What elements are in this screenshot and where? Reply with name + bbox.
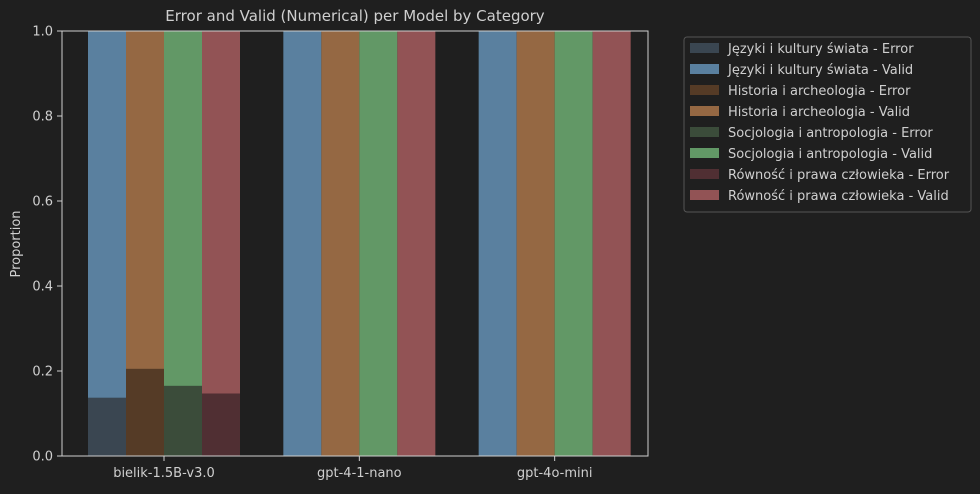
legend-swatch (690, 43, 719, 53)
x-tick-label: gpt-4o-mini (517, 466, 593, 481)
legend-swatch (690, 148, 719, 158)
legend: Języki i kultury świata - Error Języki i … (683, 36, 972, 213)
legend-item: Równość i prawa człowieka - Error (690, 168, 950, 183)
x-tick-label: gpt-4-1-nano (317, 466, 402, 481)
legend-label: Języki i kultury świata - Error (727, 42, 914, 57)
bar-valid-g1-c0 (126, 31, 164, 369)
legend-item: Socjologia i antropologia - Error (690, 126, 933, 141)
axes-layer: 0.0 0.2 0.4 0.6 0.8 1.0 bielik-1.5B-v3.0 gpt-4-… (32, 25, 649, 481)
legend-item: Języki i kultury świata - Valid (690, 63, 913, 78)
legend-label: Historia i archeologia - Valid (728, 105, 910, 120)
bar-valid-g0-c0 (88, 31, 126, 398)
bar-valid-g2-c0 (164, 31, 202, 386)
x-tick-label: bielik-1.5B-v3.0 (113, 466, 215, 481)
legend-swatch (690, 85, 719, 95)
y-tick-label: 0.0 (32, 450, 53, 465)
legend-swatch (690, 106, 719, 116)
bar-error-g3-c0 (202, 393, 240, 456)
y-axis-label: Proportion (9, 210, 24, 277)
y-tick-label: 0.8 (32, 110, 53, 125)
legend-label: Historia i archeologia - Error (728, 84, 911, 99)
y-tick-label: 0.2 (32, 365, 53, 380)
legend-label: Socjologia i antropologia - Valid (728, 147, 932, 162)
legend-item: Socjologia i antropologia - Valid (690, 147, 932, 162)
bar-valid-g1-c1 (321, 31, 360, 456)
bar-valid-g0-c2 (478, 31, 517, 456)
legend-label: Języki i kultury świata - Valid (727, 63, 913, 78)
bar-error-g2-c0 (164, 385, 202, 456)
bar-valid-g2-c1 (359, 31, 398, 456)
legend-item: Historia i archeologia - Valid (690, 105, 910, 120)
legend-label: Socjologia i antropologia - Error (728, 126, 933, 141)
legend-label: Równość i prawa człowieka - Error (728, 168, 950, 183)
legend-item: Historia i archeologia - Error (690, 84, 911, 99)
bar-valid-g0-c1 (283, 31, 322, 456)
legend-label: Równość i prawa człowieka - Valid (728, 189, 949, 204)
legend-item: Równość i prawa człowieka - Valid (690, 189, 949, 204)
bar-error-g1-c0 (126, 368, 164, 456)
legend-swatch (690, 169, 719, 179)
bar-error-g0-c0 (88, 397, 126, 456)
y-tick-label: 0.4 (32, 280, 53, 295)
plot-frame (61, 30, 649, 457)
bar-valid-g2-c2 (554, 31, 593, 456)
bar-valid-g3-c0 (202, 31, 240, 394)
bar-valid-g3-c2 (592, 31, 631, 456)
bars-layer (88, 31, 631, 456)
legend-swatch (690, 127, 719, 137)
legend-item: Języki i kultury świata - Error (690, 42, 914, 57)
bar-valid-g1-c2 (516, 31, 555, 456)
chart-title: Error and Valid (Numerical) per Model by… (165, 7, 545, 25)
y-tick-label: 1.0 (32, 25, 53, 40)
y-tick-label: 0.6 (32, 195, 53, 210)
legend-box (683, 36, 972, 213)
bar-valid-g3-c1 (397, 31, 436, 456)
legend-swatch (690, 190, 719, 200)
legend-swatch (690, 64, 719, 74)
